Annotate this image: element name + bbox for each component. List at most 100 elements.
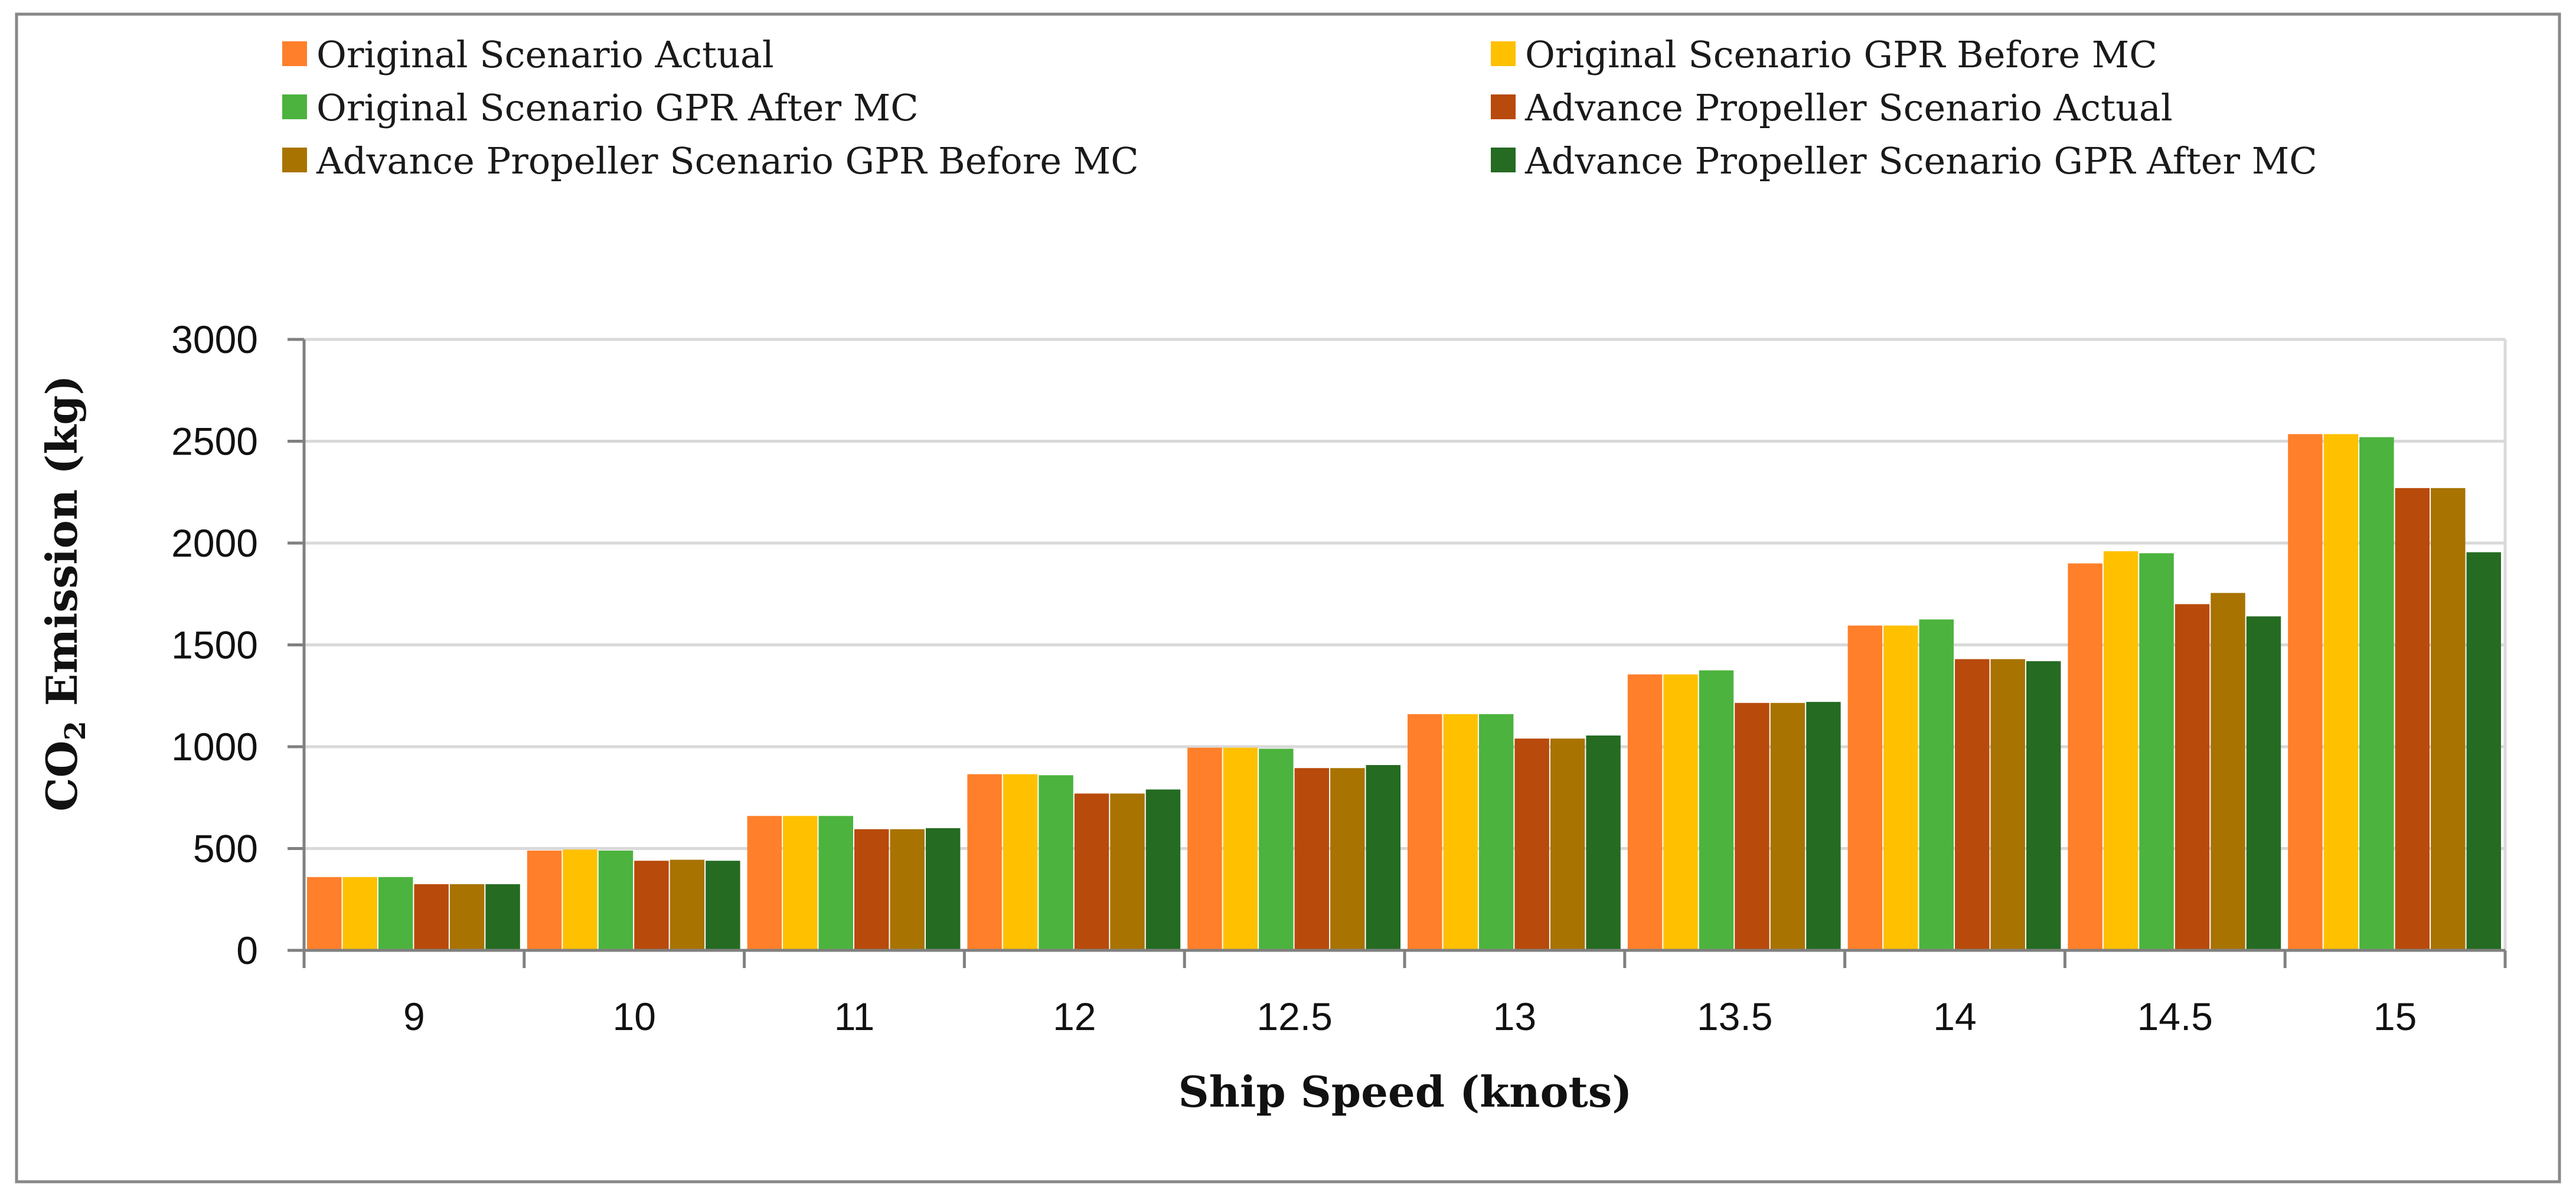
bar (2175, 604, 2210, 950)
axes (288, 338, 2507, 968)
bar (598, 850, 634, 950)
x-tick-label: 15 (2373, 995, 2417, 1038)
bar (2323, 434, 2359, 950)
bar (2068, 563, 2102, 950)
bar (2431, 488, 2466, 950)
bar (1847, 625, 1883, 950)
bar (1003, 774, 1038, 950)
y-tick-labels: 0 500 1000 1500 2000 2500 3000 (171, 318, 258, 972)
bar (449, 884, 485, 950)
y-axis-title-prefix: CO (37, 741, 87, 812)
bar (670, 859, 705, 950)
bar (747, 816, 782, 950)
bar (1550, 738, 1585, 950)
y-tick-label: 0 (236, 929, 258, 972)
bar (342, 877, 377, 950)
bar (1110, 793, 1145, 950)
bar (1955, 659, 1990, 950)
y-axis-title-subscript: 2 (59, 721, 92, 740)
bar (1478, 714, 1514, 950)
bar (1039, 775, 1073, 950)
x-tick-label: 12 (1053, 995, 1096, 1038)
bar (2359, 437, 2394, 950)
bar (783, 816, 818, 950)
y-tick-label: 1000 (171, 725, 258, 769)
legend-swatch (282, 41, 307, 66)
legend-label: Original Scenario GPR Before MC (1525, 33, 2157, 76)
bar (1663, 674, 1698, 950)
bar (2211, 593, 2245, 950)
bar (1408, 714, 1442, 950)
bar (527, 850, 562, 950)
bar (1074, 793, 1109, 950)
y-axis-title: CO2 Emission (kg) (37, 375, 92, 811)
bars (307, 434, 2501, 950)
bar (818, 816, 853, 950)
bar (2026, 661, 2061, 950)
legend-swatch (282, 94, 307, 119)
y-tick-label: 2500 (171, 420, 258, 463)
bar (485, 884, 520, 950)
y-tick-label: 2000 (171, 521, 258, 565)
x-tick-label: 13.5 (1697, 995, 1772, 1038)
x-tick-label: 14.5 (2137, 995, 2213, 1038)
bar (1294, 768, 1330, 950)
bar (1366, 765, 1400, 950)
bar (1330, 768, 1365, 950)
bar (1145, 789, 1181, 950)
bar (1735, 702, 1769, 950)
x-tick-label: 9 (403, 995, 425, 1038)
legend-label: Original Scenario Actual (316, 33, 774, 76)
bar (1586, 735, 1621, 950)
x-tick-label: 12.5 (1256, 995, 1332, 1038)
bar (967, 774, 1002, 950)
x-tick-label: 10 (612, 995, 655, 1038)
legend-swatch (1491, 148, 1516, 172)
bar (414, 884, 449, 950)
bar (2288, 434, 2323, 950)
x-tick-label: 11 (834, 995, 875, 1038)
bar (2103, 551, 2138, 950)
legend-label: Advance Propeller Scenario GPR Before MC (316, 139, 1139, 182)
bar (925, 828, 961, 950)
legend: Original Scenario Actual Original Scenari… (282, 33, 2317, 182)
bar (2466, 552, 2501, 950)
bar (1806, 702, 1841, 950)
x-tick-label: 13 (1493, 995, 1536, 1038)
legend-swatch (282, 148, 307, 172)
bar (634, 861, 669, 950)
bar (1990, 659, 2025, 950)
y-axis-title-suffix: Emission (kg) (37, 375, 87, 721)
bar (378, 877, 413, 950)
x-tick-labels: 9 10 11 12 12.5 13 13.5 14 14.5 15 (403, 995, 2417, 1038)
bar (890, 829, 925, 950)
bar (1223, 747, 1258, 950)
legend-label: Original Scenario GPR After MC (316, 86, 919, 129)
bar (706, 861, 740, 950)
bar (1699, 670, 1734, 950)
bar (1770, 702, 1806, 950)
gridlines (304, 338, 2507, 950)
bar (2139, 553, 2174, 950)
legend-label: Advance Propeller Scenario Actual (1524, 86, 2173, 129)
y-tick-label: 500 (193, 827, 258, 871)
bar (1919, 619, 1954, 950)
y-tick-label: 3000 (171, 318, 258, 361)
y-tick-label: 1500 (171, 623, 258, 667)
bar (1514, 738, 1549, 950)
bar (1187, 747, 1222, 950)
x-axis-title: Ship Speed (knots) (1178, 1067, 1633, 1117)
bar (1443, 714, 1478, 950)
x-tick-label: 14 (1933, 995, 1976, 1038)
bar (1883, 625, 1918, 950)
bar (1259, 748, 1294, 950)
bar (854, 829, 889, 950)
bar (1627, 674, 1663, 950)
bar (2246, 616, 2281, 950)
legend-label: Advance Propeller Scenario GPR After MC (1524, 139, 2317, 182)
legend-swatch (1491, 94, 1516, 119)
legend-swatch (1491, 41, 1516, 66)
bar (307, 877, 342, 950)
